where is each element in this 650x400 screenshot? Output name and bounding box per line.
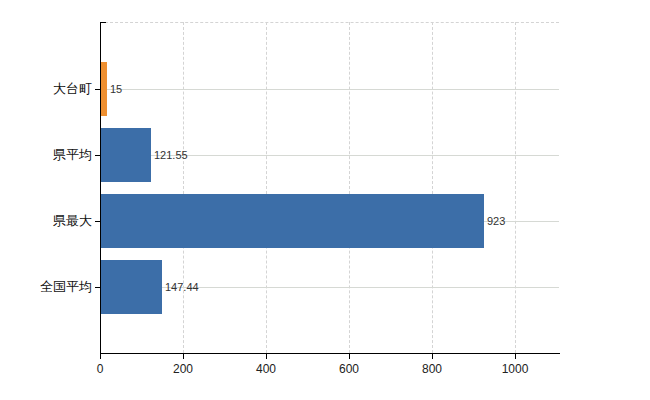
category-label: 全国平均: [0, 279, 92, 294]
bar: [101, 260, 162, 314]
bar: [101, 194, 484, 248]
x-tick-label: 600: [339, 362, 359, 376]
category-label: 大台町: [0, 81, 92, 96]
bar: [101, 62, 107, 116]
x-axis-tick: [183, 354, 184, 359]
gridline-vertical: [349, 22, 350, 353]
x-tick-label: 200: [173, 362, 193, 376]
gridline-vertical: [515, 22, 516, 353]
x-tick-label: 0: [97, 362, 104, 376]
x-axis: [100, 353, 560, 354]
bar-value-label: 147.44: [165, 281, 199, 294]
x-tick-label: 800: [422, 362, 442, 376]
x-axis-tick: [432, 354, 433, 359]
category-label: 県平均: [0, 147, 92, 162]
bar-value-label: 923: [487, 215, 505, 228]
gridline-vertical: [183, 22, 184, 353]
x-axis-tick: [100, 354, 101, 359]
horizontal-bar-chart: 15 121.55 923 147.44 大台町県平均県最大全国平均 0 200 400 600…: [0, 0, 650, 400]
x-axis-tick: [515, 354, 516, 359]
bar-value-label: 15: [110, 83, 122, 96]
gridline-vertical: [266, 22, 267, 353]
y-axis: [100, 22, 101, 354]
y-axis-top-cap: [100, 22, 106, 23]
bar-value-label: 121.55: [154, 149, 188, 162]
plot-top-border: [100, 22, 559, 23]
gridline-horizontal: [100, 89, 559, 90]
x-tick-label: 400: [256, 362, 276, 376]
x-axis-tick: [349, 354, 350, 359]
bar: [101, 128, 151, 182]
gridline-vertical: [432, 22, 433, 353]
x-axis-tick: [266, 354, 267, 359]
x-tick-label: 1000: [502, 362, 529, 376]
category-label: 県最大: [0, 213, 92, 228]
chart-window: 15 121.55 923 147.44 大台町県平均県最大全国平均 0 200 400 600…: [0, 0, 650, 400]
